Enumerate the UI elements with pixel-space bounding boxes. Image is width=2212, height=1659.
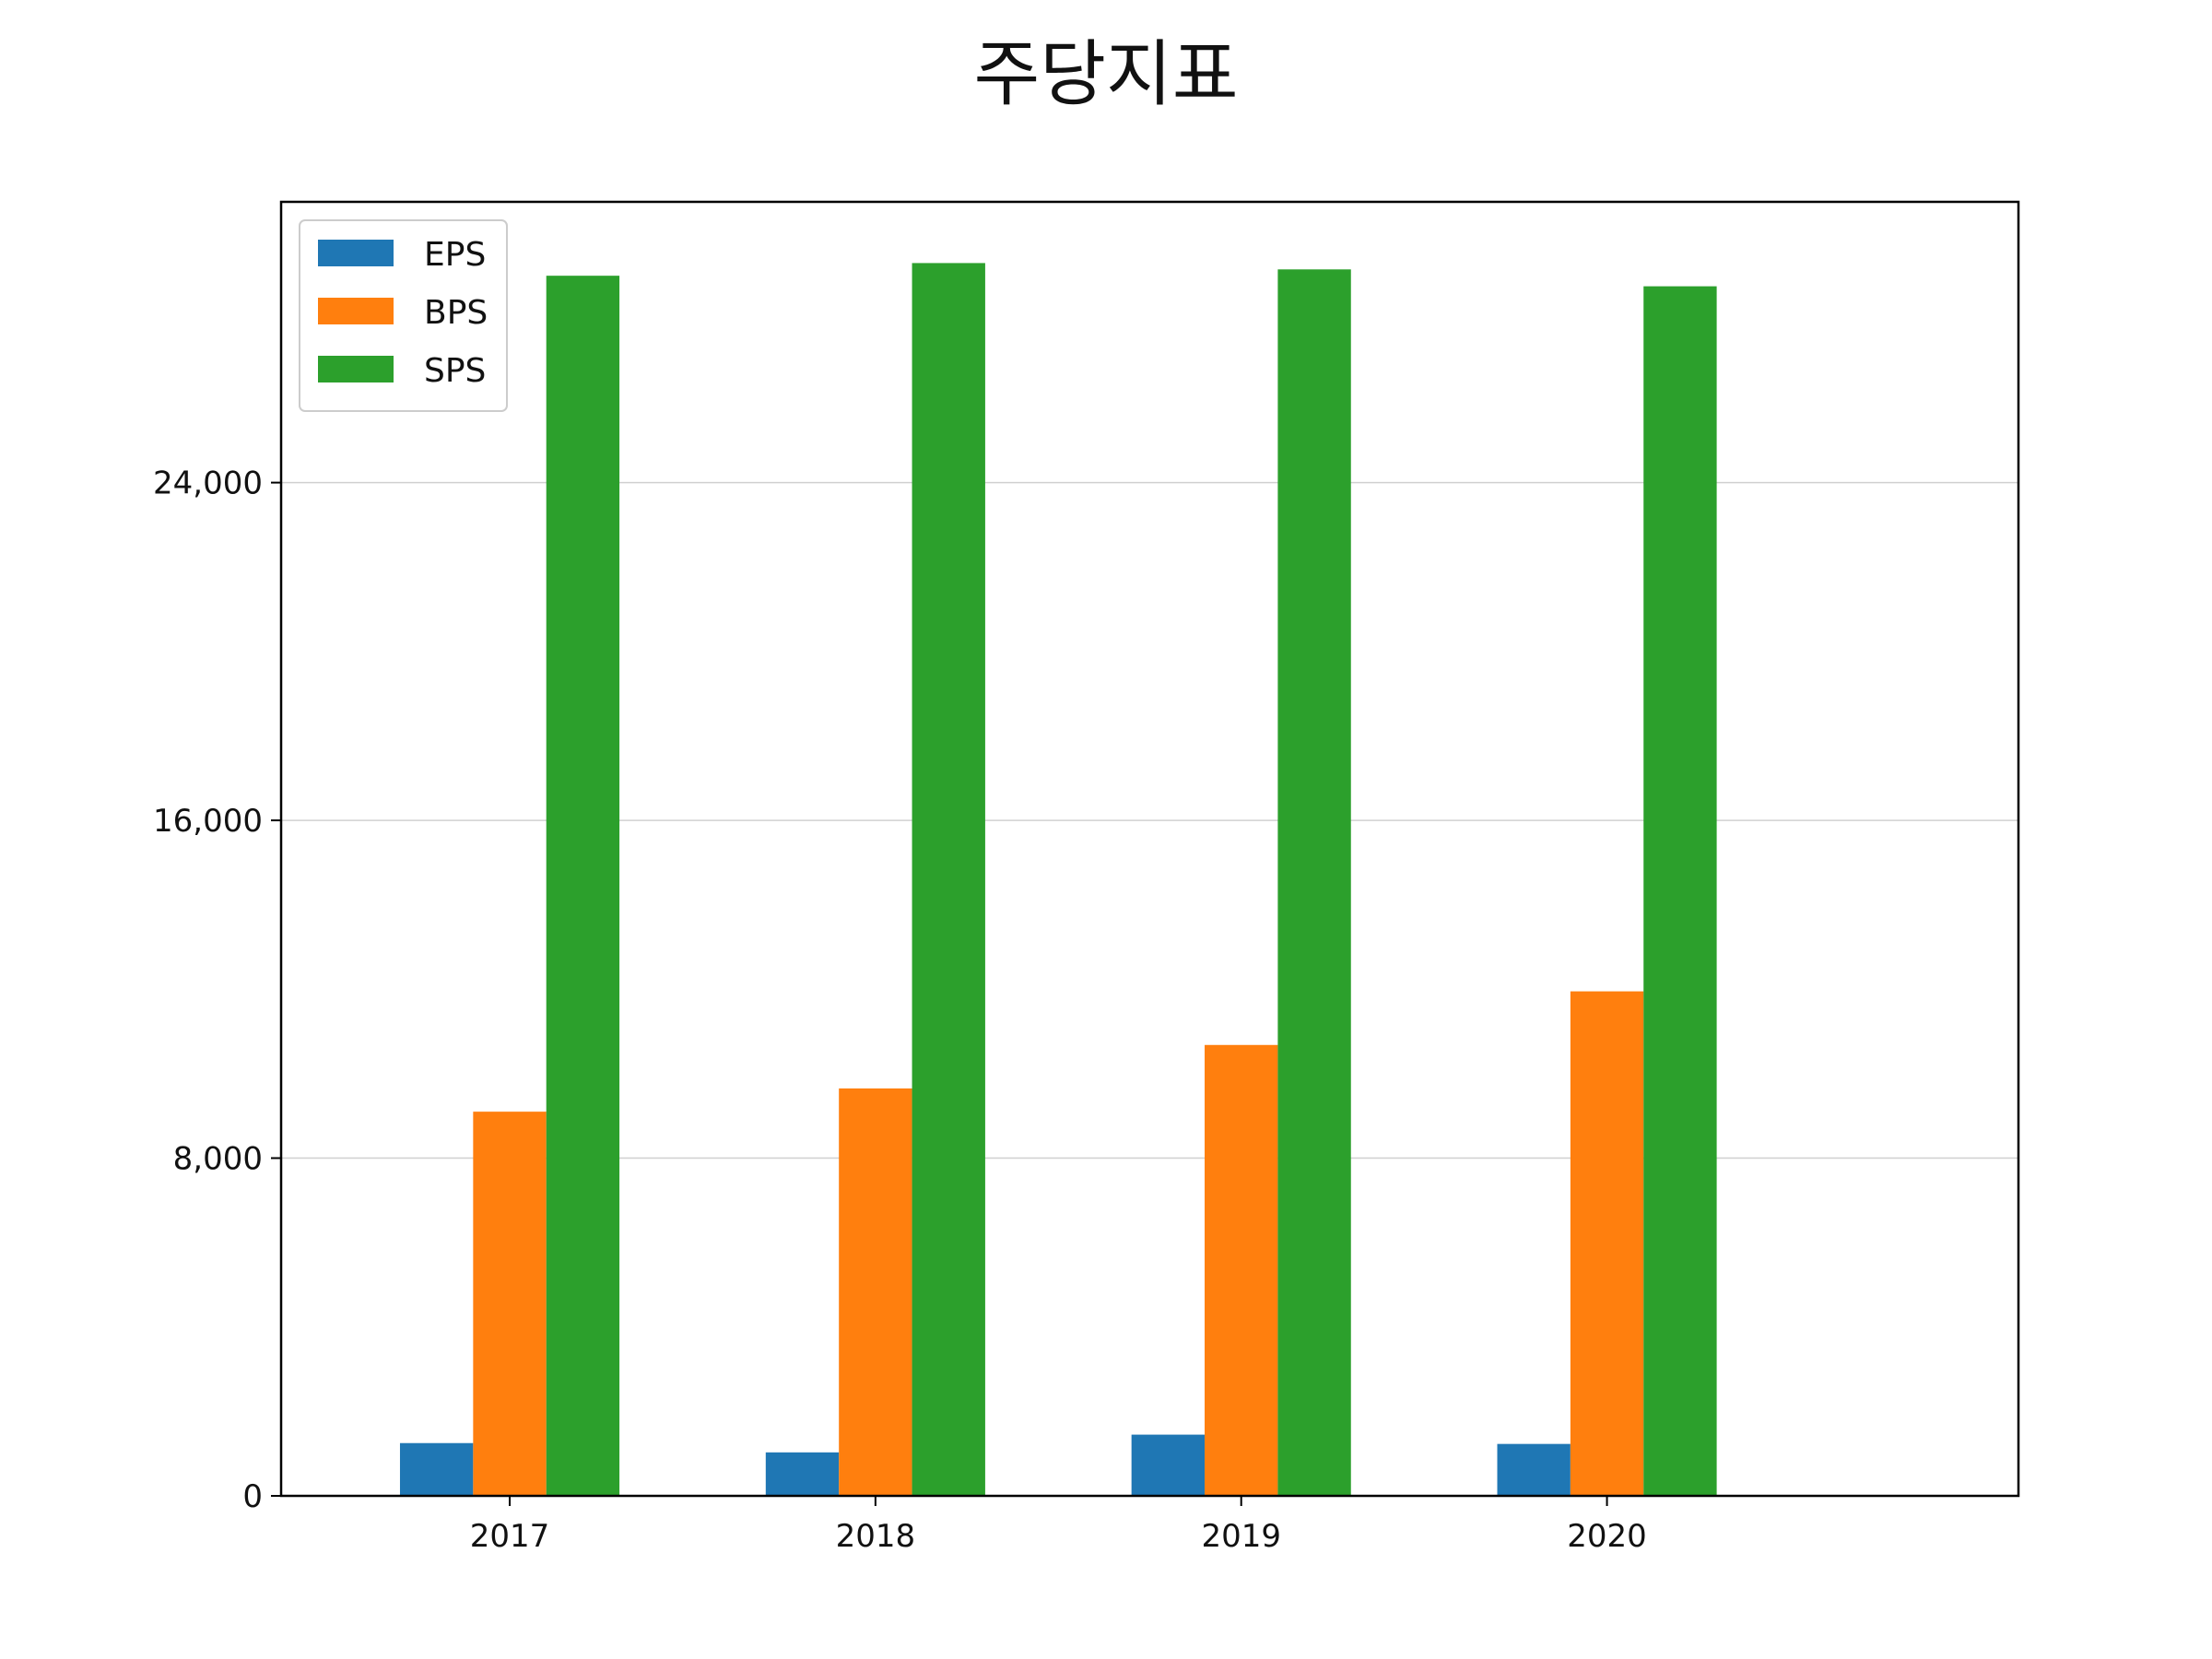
bar-eps-2018: [765, 1452, 840, 1496]
y-tick-label: 8,000: [173, 1141, 263, 1178]
chart-title: 주당지표: [973, 33, 1239, 116]
x-tick-label: 2020: [1567, 1518, 1647, 1555]
bar-sps-2018: [912, 263, 985, 1496]
legend-label-sps: SPS: [424, 352, 486, 390]
legend-label-bps: BPS: [424, 294, 488, 332]
legend-swatch-sps: [318, 356, 394, 382]
bars: [399, 263, 1717, 1497]
legend: EPS BPS SPS: [299, 219, 508, 412]
bar-sps-2017: [546, 276, 620, 1497]
grid-lines: [281, 481, 2018, 1159]
bar-eps-2019: [1131, 1434, 1206, 1496]
y-tick-label: 0: [242, 1478, 263, 1515]
bar-eps-2020: [1497, 1443, 1571, 1496]
y-tick-label: 24,000: [153, 465, 263, 502]
bar-bps-2020: [1570, 991, 1644, 1496]
x-tick-label: 2018: [836, 1518, 916, 1555]
bar-bps-2018: [839, 1088, 912, 1496]
bar-bps-2017: [473, 1112, 547, 1496]
x-tick-label: 2017: [470, 1518, 550, 1555]
y-tick-label: 16,000: [153, 803, 263, 840]
bar-sps-2019: [1277, 269, 1351, 1496]
legend-swatch-bps: [318, 298, 394, 324]
legend-label-eps: EPS: [424, 236, 486, 274]
bar-eps-2017: [399, 1442, 474, 1496]
legend-swatch-eps: [318, 240, 394, 266]
axes: 0 8,000 16,000 24,000 2017 2018 2019 2020: [153, 465, 1647, 1555]
bar-bps-2019: [1205, 1044, 1278, 1496]
plot-frame: [279, 200, 2020, 1498]
bar-sps-2020: [1643, 286, 1717, 1497]
x-tick-label: 2019: [1201, 1518, 1281, 1555]
